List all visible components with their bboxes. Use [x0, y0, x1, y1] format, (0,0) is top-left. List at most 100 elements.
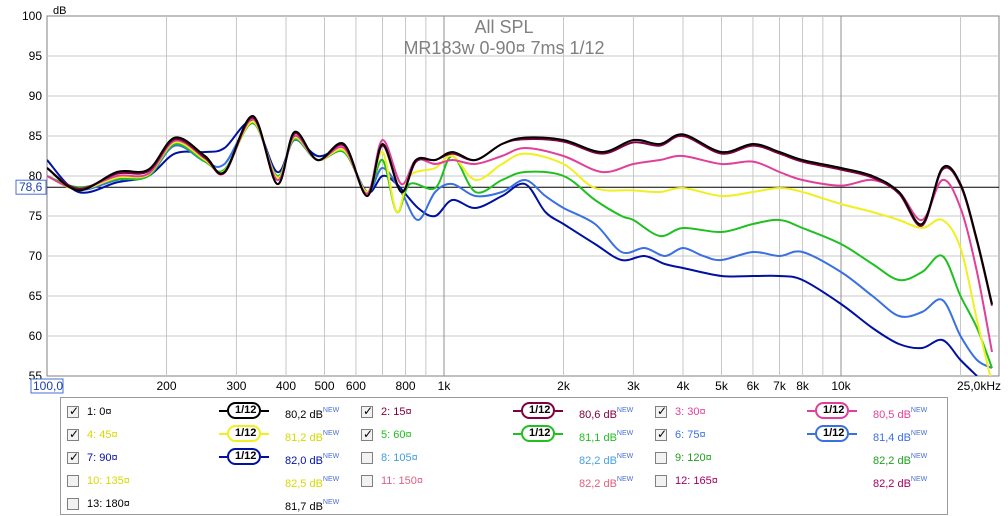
smoothing-button[interactable]: 1/12	[807, 402, 857, 419]
curves	[47, 115, 993, 376]
y-tick-label: 90	[29, 89, 43, 103]
legend-label: 6: 75¤	[675, 429, 706, 441]
legend-label: 11: 150¤	[381, 475, 424, 487]
legend-level: 82,0 dBNEW	[285, 453, 340, 467]
legend-label: 5: 60¤	[381, 429, 412, 441]
legend-checkbox[interactable]: ✓	[67, 427, 80, 441]
smoothing-button[interactable]: 1/12	[219, 448, 269, 465]
y-tick-label: 100	[22, 9, 42, 23]
new-badge: NEW	[910, 407, 928, 414]
legend-level: 80,5 dBNEW	[873, 407, 928, 421]
new-badge: NEW	[616, 407, 634, 414]
smoothing-button[interactable]: 1/12	[219, 402, 269, 419]
legend-label: 4: 45¤	[87, 429, 118, 441]
legend-entry: ✓ 4: 45¤ 1/12 81,2 dBNEW	[67, 425, 353, 447]
smoothing-label: 1/12	[823, 427, 845, 439]
y-tick-label: 70	[29, 249, 43, 263]
smoothing-label: 1/12	[529, 427, 551, 439]
legend-level: 80,2 dBNEW	[285, 407, 340, 421]
legend-level: 82,2 dBNEW	[873, 453, 928, 467]
legend-checkbox[interactable]: ✓	[67, 404, 80, 418]
smoothing-button[interactable]: 1/12	[219, 425, 269, 442]
legend-checkbox[interactable]: ✓	[361, 404, 373, 418]
legend-checkbox[interactable]: ✓	[655, 427, 668, 441]
legend-checkbox[interactable]: ✓	[67, 450, 80, 464]
y-tick-label: 75	[29, 209, 43, 223]
legend-entry: ✓ 5: 60¤ 1/12 81,1 dBNEW	[361, 425, 647, 447]
y-tick-label: 65	[29, 289, 43, 303]
grid-lines	[47, 16, 999, 376]
smoothing-button[interactable]: 1/12	[513, 425, 563, 442]
check-icon: ✓	[69, 450, 80, 464]
legend-entry: 9: 120¤ 82,2 dBNEW	[655, 448, 941, 470]
legend-label: 12: 165¤	[675, 475, 718, 487]
y-tick-label: 95	[29, 49, 43, 63]
x-tick-label: 4k	[677, 379, 691, 393]
legend-label: 7: 90¤	[87, 452, 118, 464]
plot-area	[46, 15, 1000, 377]
new-badge: NEW	[322, 430, 340, 437]
smoothing-button[interactable]: 1/12	[807, 425, 857, 442]
spl-curve	[47, 120, 978, 376]
legend-entry: 8: 105¤ 82,2 dBNEW	[361, 448, 647, 470]
legend-level: 81,4 dBNEW	[873, 430, 928, 444]
x-tick-label: 200	[156, 379, 176, 393]
chart-title: All SPL	[474, 17, 533, 37]
new-badge: NEW	[616, 453, 634, 460]
y-tick-label: 60	[29, 329, 43, 343]
x-tick-label: 2k	[557, 379, 571, 393]
check-icon: ✓	[69, 427, 80, 441]
legend-level: 82,2 dBNEW	[873, 476, 928, 490]
legend-level: 81,7 dBNEW	[285, 499, 340, 513]
check-icon: ✓	[69, 404, 80, 418]
smoothing-label: 1/12	[529, 404, 551, 416]
legend-checkbox[interactable]: ✓	[361, 427, 373, 441]
x-tick-label: 1k	[438, 379, 452, 393]
x-tick-label: 100,0	[33, 379, 63, 393]
legend-label: 8: 105¤	[381, 452, 418, 464]
chart-subtitle: MR183w 0-90¤ 7ms 1/12	[403, 38, 604, 58]
smoothing-label: 1/12	[823, 404, 845, 416]
legend-checkbox[interactable]	[655, 452, 667, 464]
reference-label: 78,6	[19, 180, 43, 194]
legend-level: 81,2 dBNEW	[285, 430, 340, 444]
spl-curve	[47, 115, 993, 305]
new-badge: NEW	[910, 476, 928, 483]
x-tick-label: 3k	[627, 379, 641, 393]
legend-entry: 12: 165¤ 82,2 dBNEW	[655, 471, 941, 493]
x-tick-label: 8k	[796, 379, 810, 393]
legend-level: 80,6 dBNEW	[579, 407, 634, 421]
legend-checkbox[interactable]	[361, 452, 373, 464]
legend-level: 81,1 dBNEW	[579, 430, 634, 444]
legend-checkbox[interactable]: ✓	[655, 404, 667, 418]
x-tick-label: 10k	[831, 379, 851, 393]
x-tick-label: 600	[346, 379, 366, 393]
legend-checkbox[interactable]	[361, 475, 373, 487]
legend-level: 82,2 dBNEW	[579, 453, 634, 467]
new-badge: NEW	[910, 430, 928, 437]
legend-entry: ✓ 2: 15¤ 1/12 80,6 dBNEW	[361, 402, 647, 424]
new-badge: NEW	[910, 453, 928, 460]
legend-label: 1: 0¤	[87, 406, 112, 418]
x-tick-label: 500	[314, 379, 334, 393]
new-badge: NEW	[322, 476, 340, 483]
legend-entry: 11: 150¤ 82,2 dBNEW	[361, 471, 647, 493]
x-tick-label: 25,0kHz	[957, 379, 1001, 393]
new-badge: NEW	[616, 430, 634, 437]
check-icon: ✓	[657, 427, 668, 441]
reference-label-box	[15, 179, 47, 195]
x-start-box	[30, 378, 64, 394]
legend-level: 82,5 dBNEW	[285, 476, 340, 490]
legend-label: 10: 135¤	[87, 475, 130, 487]
x-tick-label: 400	[276, 379, 296, 393]
legend-checkbox[interactable]	[655, 475, 667, 487]
legend-checkbox[interactable]	[67, 498, 79, 510]
x-tick-label: 6k	[747, 379, 761, 393]
legend-entry: ✓ 3: 30¤ 1/12 80,5 dBNEW	[655, 402, 941, 424]
x-tick-label: 5k	[715, 379, 729, 393]
smoothing-button[interactable]: 1/12	[513, 402, 563, 419]
y-tick-label: 80	[29, 169, 43, 183]
legend-checkbox[interactable]	[67, 475, 79, 487]
